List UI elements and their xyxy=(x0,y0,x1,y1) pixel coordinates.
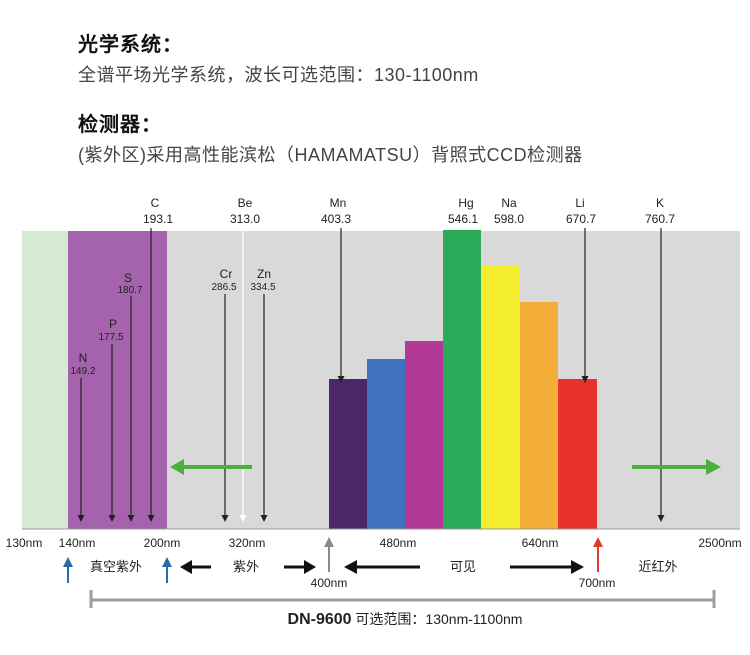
bar-yellow xyxy=(481,266,520,529)
green-right-arrow xyxy=(632,459,721,475)
tick-640nm: 640nm xyxy=(522,536,559,550)
label-Hg-symbol: Hg xyxy=(458,196,473,210)
up-arrow-140 xyxy=(63,557,73,583)
bar-red xyxy=(558,379,597,529)
label-K-symbol: K xyxy=(656,196,664,210)
range-text: 可选范围：130nm-1100nm xyxy=(352,611,523,627)
tick-130nm: 130nm xyxy=(6,536,43,550)
up-arrow-700 xyxy=(593,537,603,572)
visible-right-arrow xyxy=(510,560,584,574)
up-arrow-400 xyxy=(324,537,334,572)
bar-blue xyxy=(367,359,405,529)
detector-title: 检测器： xyxy=(78,114,162,136)
region-near-ir: 近红外 xyxy=(638,559,677,574)
uv-right-arrow xyxy=(284,560,316,574)
label-P-value: 177.5 xyxy=(98,332,123,343)
optics-title: 光学系统： xyxy=(78,34,183,56)
label-K-value: 760.7 xyxy=(645,212,675,226)
label-C-symbol: C xyxy=(151,196,160,210)
label-Na-value: 598.0 xyxy=(494,212,524,226)
label-S-value: 180.7 xyxy=(117,285,142,296)
label-Cr-value: 286.5 xyxy=(211,282,236,293)
label-P-symbol: P xyxy=(109,317,117,331)
label-N-symbol: N xyxy=(79,351,88,365)
up-arrow-200 xyxy=(162,557,172,583)
label-Na-symbol: Na xyxy=(501,196,517,210)
bar-violet xyxy=(329,379,367,529)
bar-green xyxy=(443,230,481,529)
tick-400nm: 400nm xyxy=(311,576,348,590)
tick-700nm: 700nm xyxy=(579,576,616,590)
deep-uv-band xyxy=(22,231,68,529)
spectrum-bars xyxy=(329,230,597,529)
range-model: DN-9600 xyxy=(288,611,352,628)
label-Mn-symbol: Mn xyxy=(330,196,347,210)
label-N-value: 149.2 xyxy=(70,366,95,377)
label-C-value: 193.1 xyxy=(143,212,173,226)
tick-140nm: 140nm xyxy=(59,536,96,550)
label-Zn-symbol: Zn xyxy=(257,267,271,281)
region-uv: 紫外 xyxy=(233,559,259,574)
region-vacuum-uv: 真空紫外 xyxy=(90,559,142,574)
bar-orange xyxy=(520,302,558,529)
range-bracket xyxy=(89,590,716,608)
range-caption: DN-9600 可选范围：130nm-1100nm xyxy=(288,611,523,628)
tick-200nm: 200nm xyxy=(144,536,181,550)
label-Be-value: 313.0 xyxy=(230,212,260,226)
tick-2500nm: 2500nm xyxy=(698,536,741,550)
optics-description: 全谱平场光学系统，波长可选范围：130-1100nm xyxy=(78,65,479,85)
green-left-arrow xyxy=(170,459,252,475)
uv-left-arrow xyxy=(180,560,211,574)
label-S-symbol: S xyxy=(124,271,132,285)
label-Li-value: 670.7 xyxy=(566,212,596,226)
vacuum-uv-band xyxy=(68,231,167,529)
detector-description: (紫外区)采用高性能滨松（HAMAMATSU）背照式CCD检测器 xyxy=(78,145,583,165)
label-Li-symbol: Li xyxy=(575,196,584,210)
tick-480nm: 480nm xyxy=(380,536,417,550)
label-Be-symbol: Be xyxy=(238,196,253,210)
region-visible: 可见 xyxy=(450,559,476,574)
label-Cr-symbol: Cr xyxy=(220,267,233,281)
bar-magenta xyxy=(405,341,443,529)
label-Hg-value: 546.1 xyxy=(448,212,478,226)
visible-left-arrow xyxy=(344,560,420,574)
tick-320nm: 320nm xyxy=(229,536,266,550)
label-Zn-value: 334.5 xyxy=(250,282,275,293)
label-Mn-value: 403.3 xyxy=(321,212,351,226)
